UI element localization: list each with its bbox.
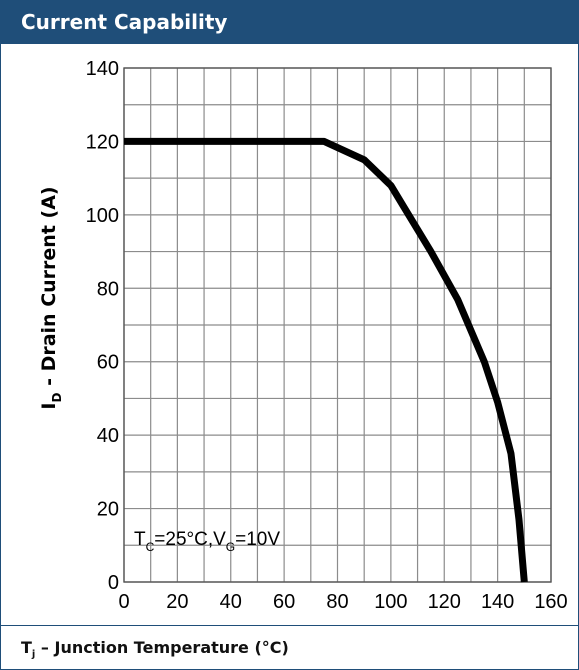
series <box>124 137 528 583</box>
plot-border <box>123 67 552 583</box>
chart-title: Current Capability <box>1 1 578 44</box>
series-line <box>124 137 528 583</box>
y-tick-label: 20 <box>97 499 119 521</box>
y-tick-label: 140 <box>86 58 119 80</box>
y-tick-label: 40 <box>97 425 119 447</box>
x-tick-label: 20 <box>166 591 188 613</box>
x-tick-labels: 0 20 40 60 80 100 120 140 160 <box>118 591 567 613</box>
x-tick-label: 40 <box>220 591 242 613</box>
y-tick-labels: 0 20 40 60 80 100 120 140 <box>86 58 119 594</box>
y-tick-label: 60 <box>97 352 119 374</box>
x-axis-label: Tj – Junction Temperature (°C) <box>1 625 578 669</box>
y-tick-label: 0 <box>108 572 119 594</box>
axes <box>123 67 552 583</box>
x-tick-label: 80 <box>326 591 348 613</box>
condition-annotation: TC=25°C,VG=10V <box>134 529 280 554</box>
x-tick-label: 100 <box>374 591 407 613</box>
x-tick-label: 120 <box>428 591 461 613</box>
y-tick-label: 100 <box>86 205 119 227</box>
x-tick-label: 140 <box>481 591 514 613</box>
y-axis-label: ID - Drain Current (A) <box>38 186 64 409</box>
chart-svg: 0 20 40 60 80 100 120 140 160 0 20 40 60 80 100 120 140… <box>38 58 568 613</box>
y-tick-label: 80 <box>97 278 119 300</box>
x-tick-label: 60 <box>273 591 295 613</box>
x-tick-label: 0 <box>118 591 129 613</box>
x-tick-label: 160 <box>534 591 567 613</box>
y-tick-label: 120 <box>86 131 119 153</box>
